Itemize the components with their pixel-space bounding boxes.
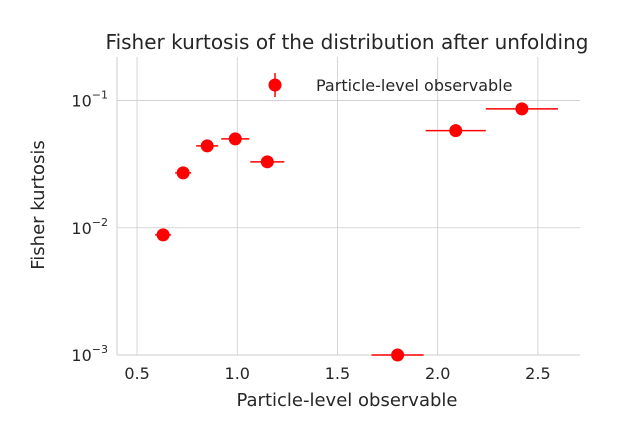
legend-marker-point xyxy=(268,78,282,92)
legend: Particle-level observable xyxy=(268,73,512,97)
x-tick-label: 1.5 xyxy=(325,364,350,383)
data-point xyxy=(156,228,170,242)
y-tick-label: 10−2 xyxy=(71,216,108,238)
x-tick-labels: 0.5 1.0 1.5 2.0 2.5 xyxy=(124,364,550,383)
data-point xyxy=(200,139,214,153)
x-axis-label: Particle-level observable xyxy=(236,390,457,411)
x-tick-label: 2.0 xyxy=(425,364,450,383)
y-tick-label: 10−3 xyxy=(71,343,108,365)
data-point xyxy=(391,348,405,362)
chart-title: Fisher kurtosis of the distribution afte… xyxy=(106,30,589,54)
data-point xyxy=(176,166,190,180)
legend-label: Particle-level observable xyxy=(316,76,512,95)
x-tick-label: 0.5 xyxy=(124,364,149,383)
data-points xyxy=(155,102,558,362)
data-point xyxy=(260,155,274,169)
data-point xyxy=(449,124,463,138)
x-tick-label: 2.5 xyxy=(525,364,550,383)
grid-layer xyxy=(117,57,580,356)
axes-spines xyxy=(116,57,580,356)
x-tick-label: 1.0 xyxy=(225,364,250,383)
y-tick-labels: 10−3 10−2 10−1 xyxy=(71,89,108,365)
data-point xyxy=(228,132,242,146)
data-point xyxy=(515,102,529,116)
y-tick-label: 10−1 xyxy=(71,89,108,111)
y-axis-label: Fisher kurtosis xyxy=(28,140,49,270)
